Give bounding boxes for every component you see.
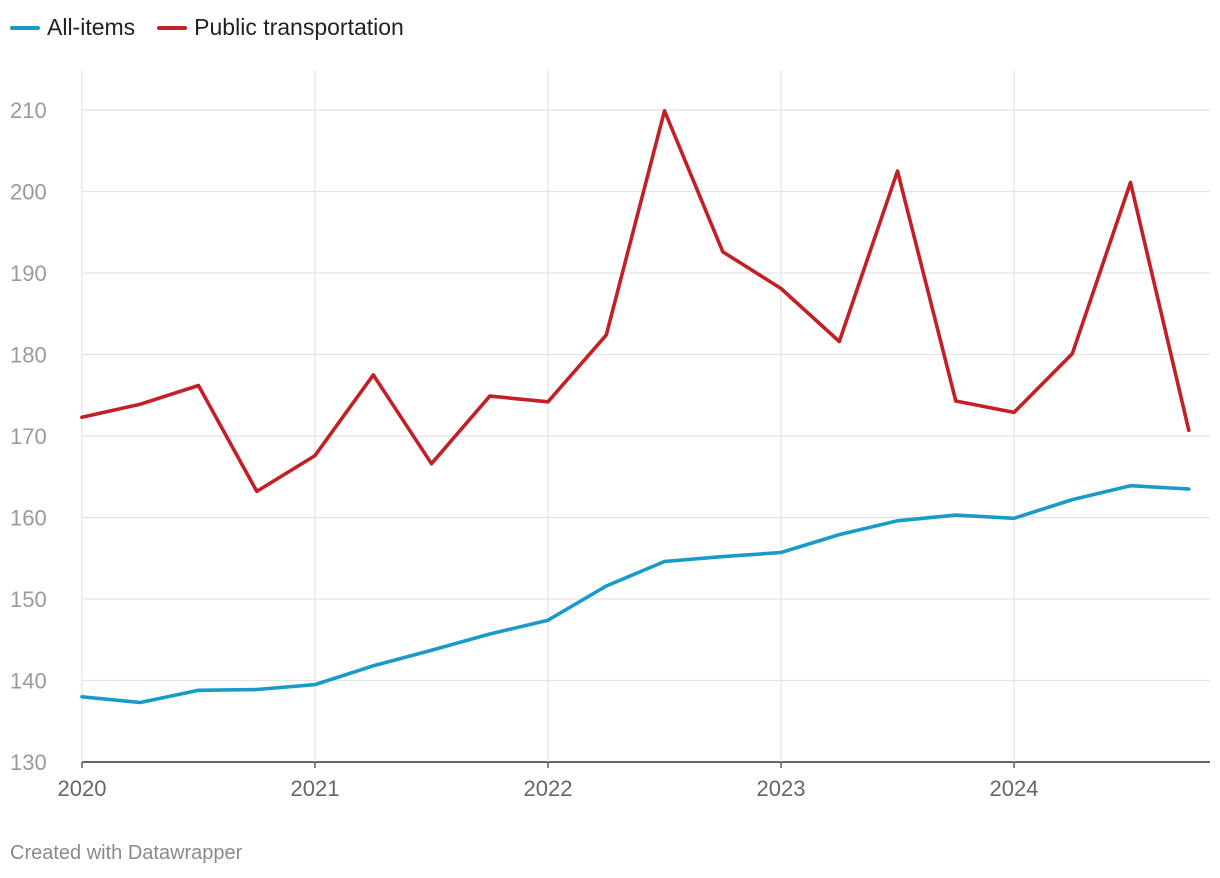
- series-lines: [80, 109, 1191, 705]
- y-tick-label-160: 160: [10, 506, 47, 531]
- legend-item-public-transportation: Public transportation: [157, 14, 404, 41]
- data-point-all-items-1: [138, 700, 142, 705]
- data-point-all-items-6: [429, 648, 434, 652]
- data-point-all-items-16: [1012, 516, 1016, 520]
- data-point-all-items-5: [371, 664, 375, 668]
- tick-labels: 130 140 150 160 170 180 190 200 210 2020 2021 2022 2…: [10, 98, 1038, 801]
- data-point-all-items-0: [80, 695, 84, 699]
- y-tick-label-180: 180: [10, 343, 47, 368]
- data-point-all-items-7: [488, 632, 492, 636]
- legend-label-all-items: All-items: [47, 14, 136, 40]
- data-point-public-transportation-12: [779, 286, 783, 291]
- data-point-public-transportation-15: [954, 399, 958, 403]
- data-point-all-items-15: [954, 513, 958, 517]
- data-point-all-items-3: [255, 687, 259, 692]
- data-point-all-items-17: [1070, 498, 1074, 502]
- series-line-public-transportation: [80, 109, 1191, 494]
- y-tick-label-150: 150: [10, 587, 47, 612]
- data-point-all-items-12: [779, 550, 783, 555]
- y-tick-label-210: 210: [10, 98, 47, 123]
- data-point-public-transportation-8: [546, 400, 550, 404]
- data-point-all-items-4: [313, 683, 317, 687]
- data-point-public-transportation-11: [721, 250, 725, 254]
- data-point-all-items-14: [895, 519, 900, 523]
- data-point-all-items-18: [1128, 484, 1133, 488]
- data-point-public-transportation-6: [429, 462, 434, 466]
- legend-swatch-public-transportation: [157, 25, 188, 30]
- data-point-all-items-10: [662, 559, 667, 564]
- series-line-all-items: [80, 483, 1191, 705]
- data-point-public-transportation-18: [1128, 180, 1133, 185]
- y-tick-label-140: 140: [10, 669, 47, 694]
- data-point-public-transportation-9: [604, 333, 608, 337]
- data-point-all-items-13: [837, 533, 841, 537]
- data-point-public-transportation-0: [80, 415, 84, 419]
- x-tick-label-2022: 2022: [524, 776, 573, 801]
- data-point-public-transportation-10: [662, 109, 667, 113]
- data-point-public-transportation-2: [196, 383, 201, 388]
- data-point-all-items-2: [196, 688, 201, 692]
- x-tick-label-2021: 2021: [291, 776, 340, 801]
- y-tick-label-170: 170: [10, 424, 47, 449]
- line-chart: 130 140 150 160 170 180 190 200 210 2020 2021 2022 2…: [10, 70, 1210, 801]
- x-tick-label-2020: 2020: [58, 776, 107, 801]
- x-tick-label-2023: 2023: [757, 776, 806, 801]
- y-tick-label-130: 130: [10, 750, 47, 775]
- data-point-public-transportation-13: [837, 339, 841, 344]
- legend-item-all-items: All-items: [10, 14, 135, 41]
- data-point-public-transportation-17: [1070, 352, 1074, 356]
- legend-label-public-transportation: Public transportation: [194, 14, 404, 40]
- data-point-all-items-9: [604, 584, 608, 588]
- data-point-public-transportation-19: [1187, 428, 1191, 432]
- data-point-all-items-8: [546, 618, 550, 622]
- data-point-public-transportation-4: [313, 454, 317, 458]
- data-point-public-transportation-16: [1012, 410, 1016, 414]
- data-point-public-transportation-5: [371, 373, 375, 377]
- y-tick-label-200: 200: [10, 180, 47, 205]
- footer-credit: Created with Datawrapper: [10, 842, 243, 864]
- legend-swatch-all-items: [10, 25, 40, 30]
- data-point-public-transportation-14: [895, 169, 900, 173]
- data-point-all-items-11: [721, 555, 725, 559]
- y-tick-label-190: 190: [10, 261, 47, 286]
- chart-legend: All-items Public transportation: [10, 14, 404, 41]
- data-point-public-transportation-1: [138, 402, 142, 406]
- x-tick-label-2024: 2024: [990, 776, 1039, 801]
- data-point-public-transportation-3: [255, 489, 259, 493]
- data-point-public-transportation-7: [488, 394, 492, 398]
- data-point-all-items-19: [1187, 487, 1191, 491]
- grid-lines: [81, 70, 1210, 768]
